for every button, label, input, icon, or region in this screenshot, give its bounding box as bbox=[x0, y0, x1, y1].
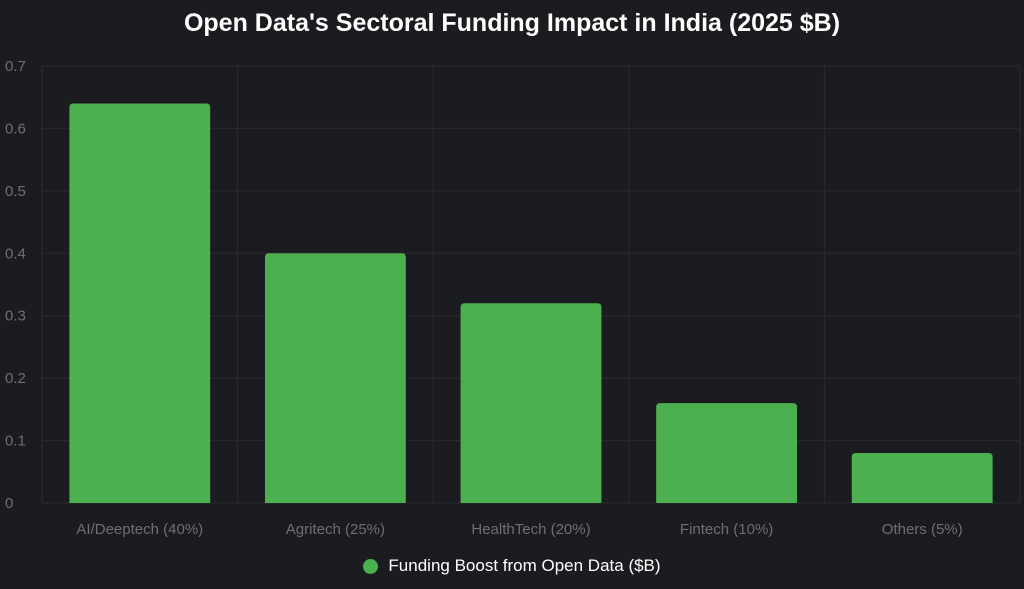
y-tick-label: 0.5 bbox=[5, 183, 26, 200]
y-tick-label: 0.4 bbox=[5, 245, 26, 262]
x-tick-label: Others (5%) bbox=[882, 521, 963, 538]
x-tick-label: Agritech (25%) bbox=[286, 521, 385, 538]
x-tick-label: HealthTech (20%) bbox=[471, 521, 590, 538]
bar-0[interactable] bbox=[69, 103, 211, 503]
y-tick-label: 0.6 bbox=[5, 120, 26, 137]
y-tick-label: 0.1 bbox=[5, 433, 26, 450]
y-tick-label: 0.2 bbox=[5, 370, 26, 387]
bar-2[interactable] bbox=[460, 303, 602, 503]
y-tick-label: 0.7 bbox=[5, 58, 26, 75]
bar-4[interactable] bbox=[851, 453, 993, 503]
chart-title: Open Data's Sectoral Funding Impact in I… bbox=[183, 9, 841, 37]
bar-3[interactable] bbox=[656, 403, 798, 503]
y-tick-label: 0.3 bbox=[5, 308, 26, 325]
legend-swatch bbox=[363, 558, 379, 574]
x-tick-label: Fintech (10%) bbox=[680, 521, 773, 538]
bar-1[interactable] bbox=[264, 253, 406, 503]
legend-label: Funding Boost from Open Data ($B) bbox=[388, 556, 661, 575]
x-tick-label: AI/Deeptech (40%) bbox=[76, 521, 203, 538]
chart-legend[interactable]: Funding Boost from Open Data ($B) bbox=[0, 554, 1024, 578]
y-tick-label: 0 bbox=[5, 495, 13, 512]
